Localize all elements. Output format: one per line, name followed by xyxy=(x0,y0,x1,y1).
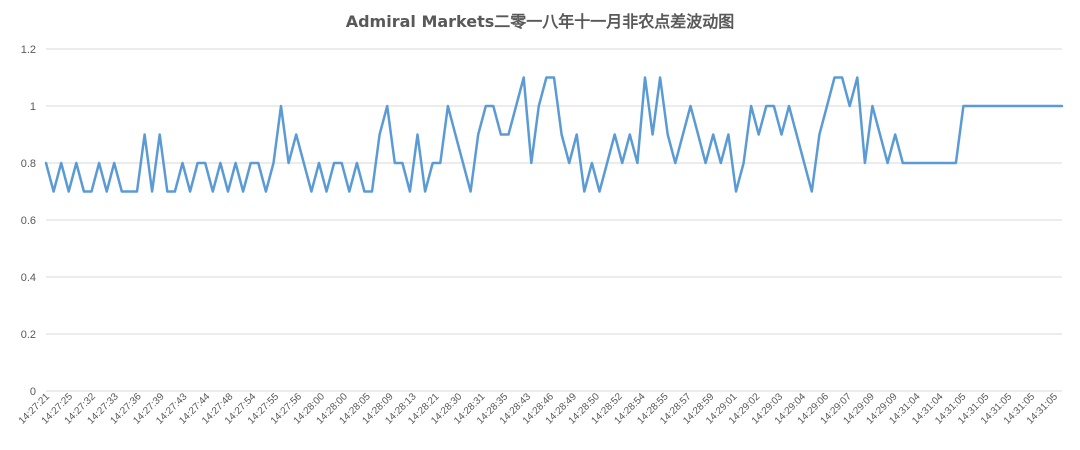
y-tick-label: 0.2 xyxy=(21,329,36,341)
y-tick-label: 1 xyxy=(30,101,36,113)
y-tick-label: 0.6 xyxy=(21,215,36,227)
chart-title: Admiral Markets二零一八年十一月非农点差波动图 xyxy=(345,12,735,31)
y-tick-label: 1.2 xyxy=(21,44,36,56)
series-line xyxy=(44,76,1064,193)
y-tick-label: 0 xyxy=(30,386,36,398)
y-tick-label: 0.4 xyxy=(21,272,36,284)
y-tick-label: 0.8 xyxy=(21,158,36,170)
